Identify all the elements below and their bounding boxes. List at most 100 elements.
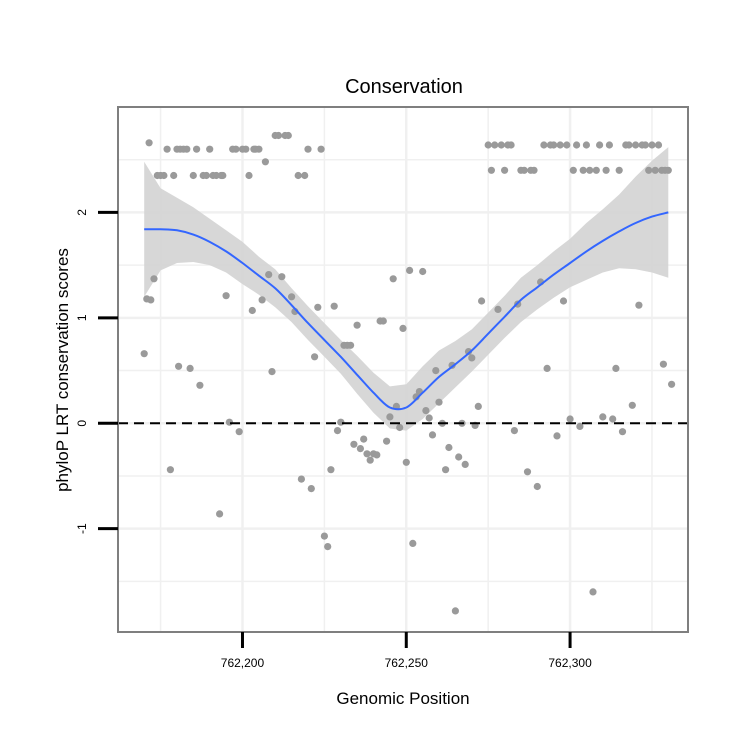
data-point xyxy=(317,145,325,153)
data-point xyxy=(618,428,627,436)
data-point xyxy=(183,145,191,153)
data-point xyxy=(566,415,574,423)
data-point xyxy=(196,381,204,389)
data-point xyxy=(605,141,614,149)
data-point xyxy=(284,131,292,140)
data-point xyxy=(579,166,587,174)
data-point xyxy=(543,364,551,372)
chart-title: Conservation xyxy=(345,76,463,98)
data-point xyxy=(442,466,450,474)
data-point xyxy=(523,468,532,476)
data-point xyxy=(402,458,410,466)
data-point xyxy=(455,453,463,461)
data-point xyxy=(468,354,476,362)
data-point xyxy=(586,166,594,174)
data-point xyxy=(389,275,397,283)
x-axis-label: Genomic Position xyxy=(336,689,469,708)
data-point xyxy=(160,171,168,180)
data-point xyxy=(304,145,312,153)
data-point xyxy=(399,324,407,332)
smooth-line-layer xyxy=(144,211,669,411)
data-point xyxy=(484,141,492,149)
data-point xyxy=(501,166,509,174)
data-point xyxy=(491,141,499,149)
data-point xyxy=(602,166,610,174)
panel-border xyxy=(117,106,689,633)
data-point xyxy=(599,413,607,421)
data-point xyxy=(235,428,243,436)
data-point xyxy=(406,266,414,274)
y-axis-label: phyloP LRT conservation scores xyxy=(53,248,72,492)
data-point xyxy=(225,418,233,426)
data-point xyxy=(628,401,636,409)
data-point xyxy=(255,145,263,153)
data-point xyxy=(432,367,440,375)
grid-lines xyxy=(118,107,688,632)
data-point xyxy=(445,443,453,452)
data-point xyxy=(625,141,633,149)
data-point xyxy=(307,485,315,493)
data-point xyxy=(274,131,283,140)
data-point xyxy=(356,445,364,453)
data-point xyxy=(556,141,564,149)
data-point xyxy=(589,588,597,596)
y-tick-label: -1 xyxy=(75,523,89,534)
data-point xyxy=(664,166,672,174)
data-point xyxy=(451,607,459,615)
data-point xyxy=(278,273,286,281)
data-point xyxy=(202,171,210,180)
data-point xyxy=(265,271,273,279)
data-point xyxy=(569,166,577,174)
y-axis: -1 0 1 2 xyxy=(75,209,118,534)
data-point xyxy=(596,141,604,149)
data-point xyxy=(396,423,404,432)
data-point xyxy=(330,302,338,310)
data-point xyxy=(350,440,358,448)
data-point xyxy=(428,431,437,439)
data-point xyxy=(360,435,368,443)
data-point xyxy=(140,350,148,358)
data-point xyxy=(435,398,443,406)
data-point xyxy=(261,158,269,166)
data-point xyxy=(337,418,345,426)
data-point xyxy=(510,427,518,435)
data-point xyxy=(216,510,224,518)
data-point xyxy=(347,341,355,349)
data-point xyxy=(268,368,276,376)
data-point xyxy=(507,141,515,149)
data-point xyxy=(425,414,433,422)
data-point xyxy=(409,539,417,548)
x-tick-label: 762,300 xyxy=(548,656,592,670)
x-axis: 762,200 762,250 762,300 xyxy=(221,632,592,670)
x-tick-label: 762,250 xyxy=(385,656,429,670)
data-point xyxy=(301,171,309,180)
data-point xyxy=(245,171,253,180)
data-point xyxy=(461,460,469,468)
data-point xyxy=(324,543,332,551)
x-tick-label: 762,200 xyxy=(221,656,265,670)
data-point xyxy=(242,145,250,153)
data-point xyxy=(150,275,158,283)
data-point xyxy=(258,296,266,304)
data-point xyxy=(297,475,305,483)
data-point xyxy=(464,348,473,356)
data-point xyxy=(550,141,558,149)
data-point xyxy=(576,422,584,430)
data-point xyxy=(288,293,296,301)
data-point xyxy=(520,166,528,174)
data-point xyxy=(654,141,663,149)
data-point xyxy=(641,141,650,149)
data-point xyxy=(474,402,482,410)
data-point xyxy=(189,171,197,180)
data-point xyxy=(592,166,600,174)
data-point xyxy=(311,353,319,361)
data-point xyxy=(632,141,640,149)
data-point xyxy=(379,317,387,325)
data-point xyxy=(563,141,571,149)
data-point xyxy=(175,362,183,370)
data-point xyxy=(419,267,427,276)
data-point xyxy=(353,321,361,329)
y-tick-label: 2 xyxy=(75,209,89,216)
y-tick-label: 1 xyxy=(75,314,89,321)
